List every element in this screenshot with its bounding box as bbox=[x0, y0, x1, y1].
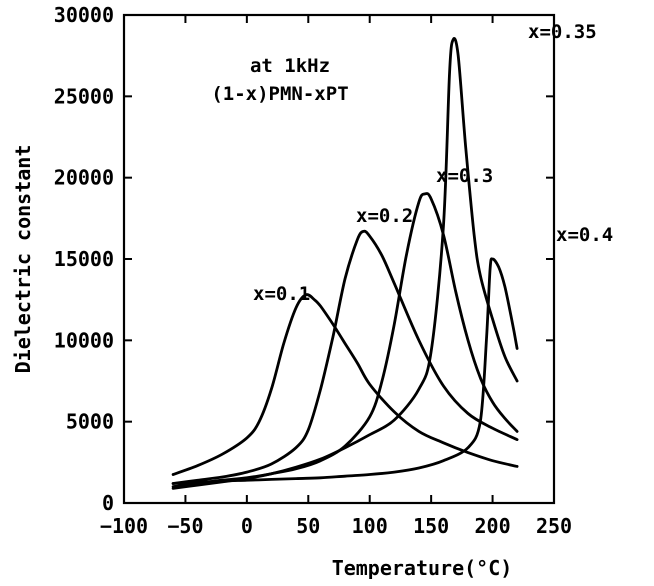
annotation-frequency: at 1kHz bbox=[250, 55, 330, 77]
axis-tick-labels: −100 −50 0 50 100 150 200 250 0 5000 10000 15000 200… bbox=[54, 3, 572, 538]
y-axis-title: Dielectric constant bbox=[11, 145, 35, 374]
series-line-5 bbox=[171, 257, 519, 485]
series-lines bbox=[171, 37, 519, 490]
y-tick-label: 30000 bbox=[54, 3, 114, 27]
y-tick-label: 5000 bbox=[66, 410, 114, 434]
x-tick-label: −100 bbox=[100, 514, 148, 538]
series-label-x-0-1: x=0.1 bbox=[253, 283, 310, 305]
y-tick-label: 15000 bbox=[54, 247, 114, 271]
series-label-x-0-4: x=0.4 bbox=[556, 224, 613, 246]
annotation-composition: (1-x)PMN-xPT bbox=[211, 83, 348, 105]
series-label-x-0-2: x=0.2 bbox=[356, 205, 413, 227]
y-tick-label: 20000 bbox=[54, 166, 114, 190]
series-line-3 bbox=[171, 192, 519, 489]
x-tick-label: 100 bbox=[352, 514, 388, 538]
x-tick-label: 150 bbox=[413, 514, 449, 538]
y-tick-label: 0 bbox=[102, 491, 114, 515]
series-line-4 bbox=[171, 37, 519, 490]
y-tick-label: 25000 bbox=[54, 84, 114, 108]
x-tick-label: 250 bbox=[536, 514, 572, 538]
series-label-x-0-3: x=0.3 bbox=[436, 165, 493, 187]
x-tick-label: −50 bbox=[167, 514, 203, 538]
series-label-x-0-35: x=0.35 bbox=[528, 21, 597, 43]
axis-ticks bbox=[123, 14, 555, 504]
x-axis-title: Temperature(°C) bbox=[332, 556, 513, 580]
x-tick-label: 0 bbox=[241, 514, 253, 538]
series-line-2 bbox=[171, 229, 519, 485]
x-tick-label: 50 bbox=[296, 514, 320, 538]
x-tick-label: 200 bbox=[475, 514, 511, 538]
series-line-1 bbox=[171, 293, 519, 476]
y-tick-label: 10000 bbox=[54, 328, 114, 352]
